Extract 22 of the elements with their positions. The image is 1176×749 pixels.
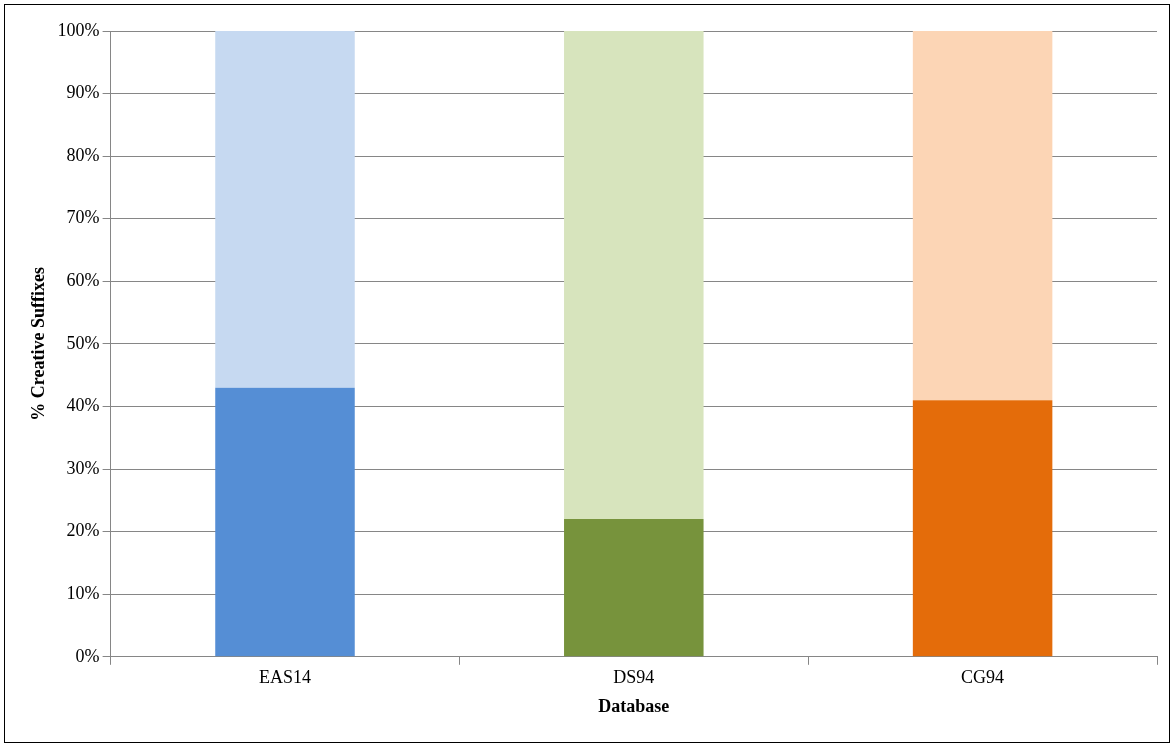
x-tick-label: CG94 <box>961 667 1005 688</box>
y-tick-label: 10% <box>66 582 100 603</box>
y-tick-label: 80% <box>66 144 100 165</box>
y-tick-label: 100% <box>57 19 100 40</box>
bar <box>564 31 704 520</box>
bar <box>912 31 1053 401</box>
y-tick-label: 20% <box>66 520 100 541</box>
bar <box>215 31 355 388</box>
y-tick-label: 30% <box>66 457 100 478</box>
y-tick-label: 40% <box>66 395 100 416</box>
y-tick-label: 90% <box>66 82 100 103</box>
bar <box>912 400 1053 657</box>
x-tick-label: EAS14 <box>258 667 311 688</box>
y-tick-label: 50% <box>66 332 100 353</box>
y-tick-label: 70% <box>66 207 100 228</box>
y-tick-label: 60% <box>66 270 100 291</box>
x-tick-label: DS94 <box>613 667 655 688</box>
bar <box>215 387 355 657</box>
x-axis-title: Database <box>598 695 670 716</box>
y-axis-title: % Creative Suffixes <box>28 267 49 421</box>
y-tick-label: 0% <box>75 645 100 666</box>
bar <box>564 519 704 657</box>
